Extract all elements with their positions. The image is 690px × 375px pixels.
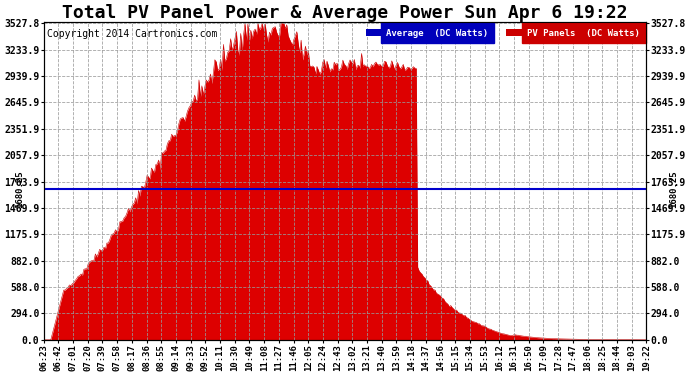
Text: 1680.25: 1680.25 [669,170,678,208]
Legend: Average  (DC Watts), PV Panels  (DC Watts): Average (DC Watts), PV Panels (DC Watts) [364,27,642,39]
Text: 1680.25: 1680.25 [15,170,24,208]
Text: Copyright 2014 Cartronics.com: Copyright 2014 Cartronics.com [47,28,217,39]
Title: Total PV Panel Power & Average Power Sun Apr 6 19:22: Total PV Panel Power & Average Power Sun… [62,4,628,22]
